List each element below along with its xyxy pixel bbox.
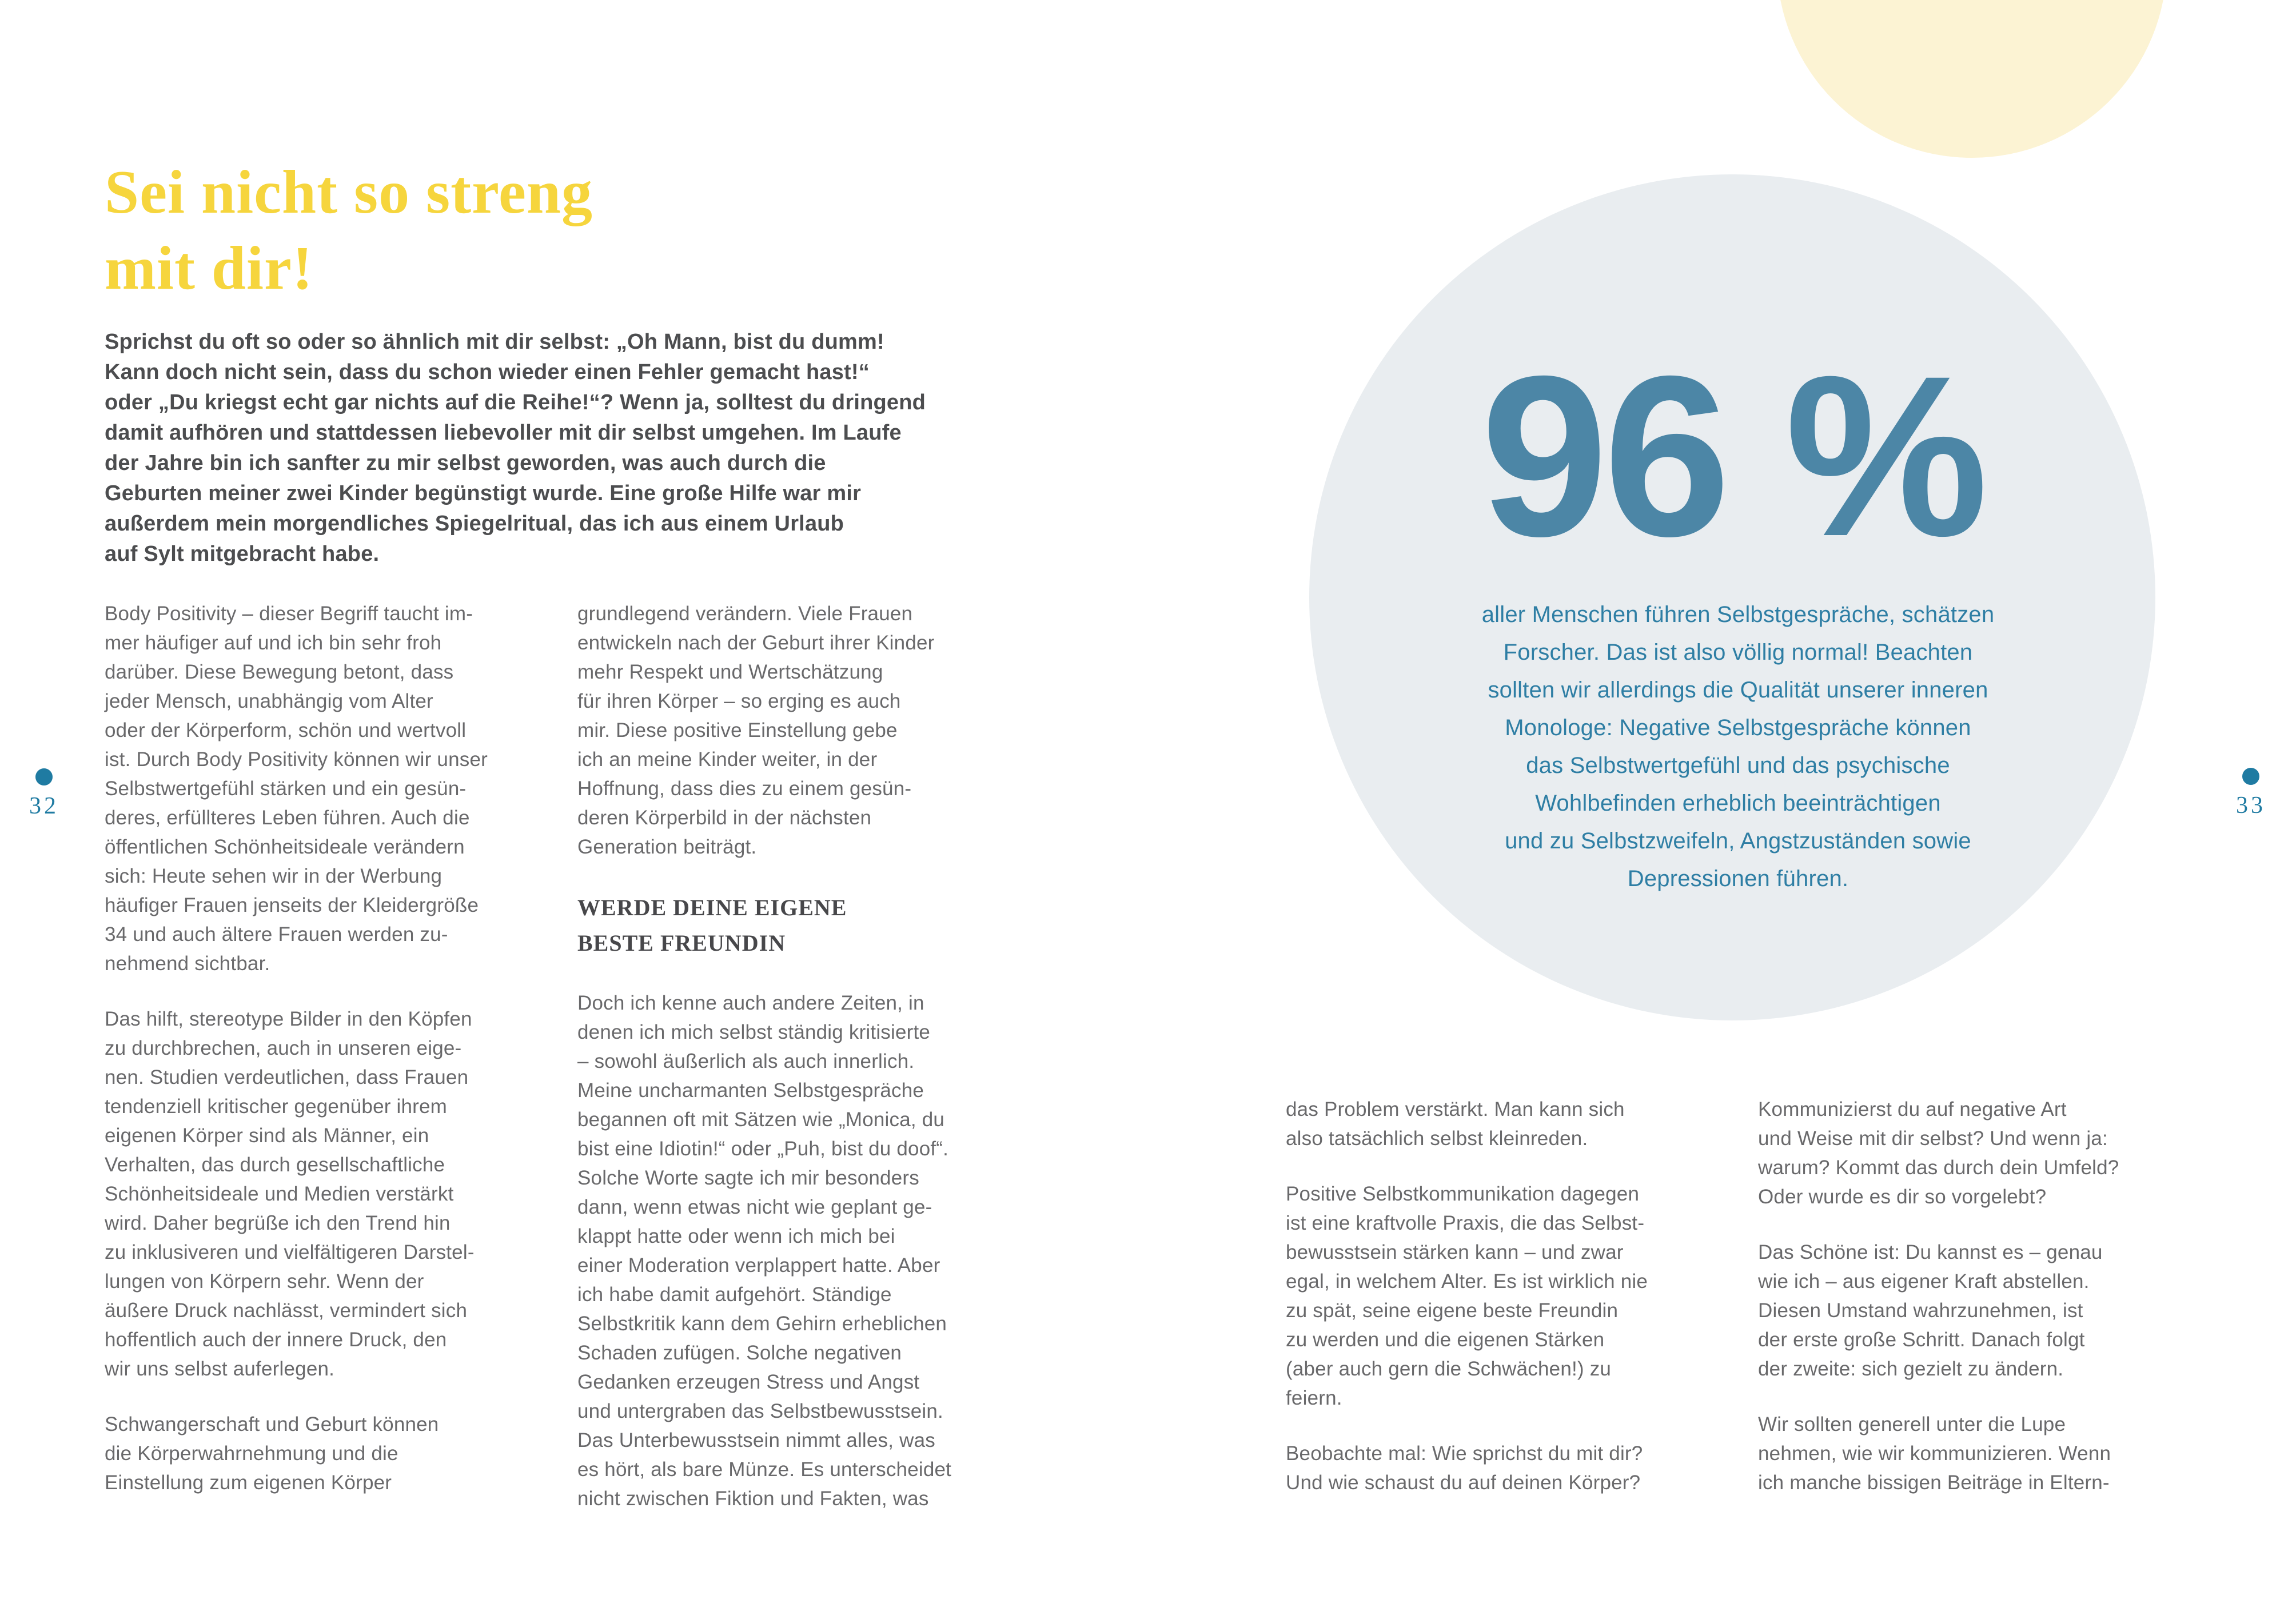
decorative-yellow-circle (1777, 0, 2167, 158)
body-paragraph: Positive Selbstkommunikation dagegen ist… (1286, 1183, 1648, 1409)
page-number-right: 33 (2236, 792, 2266, 819)
page-number-left: 32 (29, 793, 59, 819)
body-paragraph: Das Schöne ist: Du kannst es – genau wie… (1758, 1241, 2103, 1380)
right-page-column-1: das Problem verstärkt. Man kann sich als… (1286, 1095, 1755, 1497)
right-page-column-2: Kommunizierst du auf negative Art und We… (1758, 1095, 2227, 1497)
stat-value: 96 % (1481, 328, 1988, 584)
decorative-gray-circle (1309, 174, 2155, 1020)
intro-paragraph: Sprichst du oft so oder so ähnlich mit d… (105, 330, 926, 566)
body-paragraph: Schwangerschaft und Geburt können die Kö… (105, 1413, 439, 1494)
body-paragraph: das Problem verstärkt. Man kann sich als… (1286, 1098, 1625, 1150)
body-paragraph: Kommunizierst du auf negative Art und We… (1758, 1098, 2119, 1208)
body-paragraph: Beobachte mal: Wie sprichst du mit dir? … (1286, 1442, 1643, 1494)
body-paragraph: grundlegend verändern. Viele Frauen entw… (577, 603, 935, 858)
left-page-column-1: Body Positivity – dieser Begriff taucht … (105, 599, 573, 1497)
body-paragraph: Doch ich kenne auch andere Zeiten, in de… (577, 992, 952, 1510)
stat-description: aller Menschen führen Selbstgespräche, s… (1481, 602, 1995, 891)
body-paragraph: Das hilft, stereotype Bilder in den Köpf… (105, 1008, 475, 1380)
body-paragraph: Wir sollten generell unter die Lupe nehm… (1758, 1413, 2111, 1494)
section-subheading: WERDE DEINE EIGENE BESTE FREUNDIN (577, 895, 847, 956)
page-marker-dot (35, 768, 53, 785)
page-title: Sei nicht so streng mit dir! (105, 158, 593, 303)
left-page-column-2: grundlegend verändern. Viele Frauen entw… (577, 599, 1046, 1513)
body-paragraph: Body Positivity – dieser Begriff taucht … (105, 603, 488, 975)
page-marker-dot (2242, 768, 2259, 785)
